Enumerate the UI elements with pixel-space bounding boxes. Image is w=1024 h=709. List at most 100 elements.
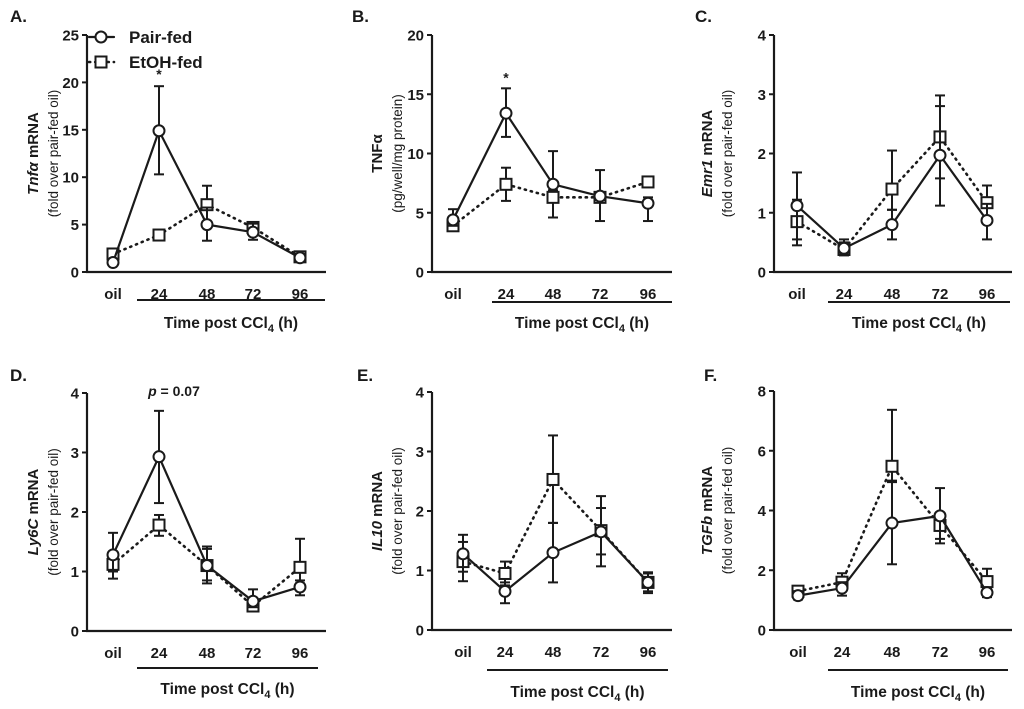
data-point-circle bbox=[152, 450, 166, 464]
panel-letter: E. bbox=[357, 366, 373, 385]
y-tick-label: 4 bbox=[71, 386, 80, 403]
data-point-circle bbox=[835, 581, 849, 595]
data-point-circle bbox=[933, 509, 947, 523]
series-pair-fed bbox=[446, 87, 655, 227]
data-point-square bbox=[885, 459, 899, 473]
legend-entry-pair-fed: Pair-fed bbox=[87, 28, 192, 47]
panel-b: B. 0 5 10 15 20 oil 24 48 72 96 Time post CCl4 (h) T… bbox=[352, 7, 672, 335]
legend-marker-square bbox=[94, 55, 108, 69]
y-tick-label: 0 bbox=[416, 623, 424, 640]
y-axis-label: Ly6C mRNA bbox=[25, 468, 42, 555]
x-tick-label: 96 bbox=[640, 644, 657, 661]
data-point-circle bbox=[499, 106, 513, 120]
data-point-circle bbox=[791, 589, 805, 603]
data-point-circle bbox=[456, 547, 470, 561]
x-tick-label: 72 bbox=[245, 645, 262, 662]
y-tick-label: 5 bbox=[416, 205, 424, 222]
x-tick-label: oil bbox=[788, 286, 806, 303]
panel-a: A. 0 5 10 15 20 25 oil 24 48 72 96 Time post CCl4 (h… bbox=[10, 7, 326, 335]
data-point-circle bbox=[546, 546, 560, 560]
x-tick-label: 72 bbox=[932, 644, 949, 661]
data-point-circle bbox=[885, 218, 899, 232]
data-point-square bbox=[546, 190, 560, 204]
significance-annotation: * bbox=[503, 69, 509, 85]
x-axis-label: Time post CCl4 (h) bbox=[510, 684, 644, 704]
significance-annotation: p = 0.07 bbox=[147, 383, 200, 399]
y-axis-label: TNFα bbox=[369, 134, 386, 173]
y-tick-label: 3 bbox=[416, 444, 424, 461]
y-tick-label: 3 bbox=[758, 87, 766, 104]
y-tick-label: 20 bbox=[407, 28, 424, 45]
y-tick-label: 2 bbox=[71, 505, 79, 522]
data-point-circle bbox=[980, 586, 994, 600]
y-tick-label: 5 bbox=[71, 217, 79, 234]
y-tick-label: 4 bbox=[758, 503, 767, 520]
x-axis-label: Time post CCl4 (h) bbox=[160, 681, 294, 701]
y-tick-label: 3 bbox=[71, 445, 79, 462]
series-pair-fed bbox=[106, 85, 307, 270]
x-tick-label: oil bbox=[104, 645, 122, 662]
data-point-circle bbox=[933, 148, 947, 162]
x-tick-label: 48 bbox=[545, 644, 562, 661]
series-etoh-fed bbox=[456, 434, 655, 595]
x-tick-label: 24 bbox=[151, 286, 168, 303]
x-tick-label: 72 bbox=[245, 286, 262, 303]
data-point-circle bbox=[885, 516, 899, 530]
y-tick-label: 10 bbox=[407, 146, 424, 163]
legend-label: Pair-fed bbox=[129, 28, 192, 47]
data-point-circle bbox=[293, 251, 307, 265]
data-point-circle bbox=[246, 594, 260, 608]
panel-letter: D. bbox=[10, 366, 27, 385]
y-tick-label: 0 bbox=[71, 624, 79, 641]
y-tick-label: 2 bbox=[758, 146, 766, 163]
series-pair-fed bbox=[790, 105, 994, 256]
panel-letter: B. bbox=[352, 7, 369, 26]
x-tick-label: 96 bbox=[292, 645, 309, 662]
y-axis-sublabel: (fold over pair-fed oil) bbox=[390, 447, 405, 575]
x-tick-label: oil bbox=[454, 644, 472, 661]
series-line bbox=[461, 477, 650, 584]
x-tick-label: 96 bbox=[640, 286, 657, 303]
y-tick-label: 8 bbox=[758, 384, 766, 401]
x-tick-label: 48 bbox=[545, 286, 562, 303]
y-tick-label: 20 bbox=[62, 75, 79, 92]
series-line bbox=[796, 463, 989, 593]
data-point-circle bbox=[446, 213, 460, 227]
x-tick-label: oil bbox=[789, 644, 807, 661]
y-tick-label: 10 bbox=[62, 170, 79, 187]
y-axis-sublabel: (fold over pair-fed oil) bbox=[720, 90, 735, 218]
legend: Pair-fed EtOH-fed bbox=[87, 28, 203, 72]
data-point-circle bbox=[980, 213, 994, 227]
series-line bbox=[451, 180, 650, 228]
series-pair-fed bbox=[791, 481, 994, 603]
x-tick-label: 24 bbox=[151, 645, 168, 662]
x-tick-label: 96 bbox=[979, 644, 996, 661]
data-point-circle bbox=[152, 124, 166, 138]
data-point-square bbox=[293, 560, 307, 574]
x-tick-label: 96 bbox=[979, 286, 996, 303]
panel-letter: A. bbox=[10, 7, 27, 26]
x-tick-label: 72 bbox=[593, 644, 610, 661]
x-tick-label: oil bbox=[444, 286, 462, 303]
legend-label: EtOH-fed bbox=[129, 53, 203, 72]
x-tick-label: 48 bbox=[199, 645, 216, 662]
x-axis-label: Time post CCl4 (h) bbox=[852, 315, 986, 335]
y-tick-label: 0 bbox=[416, 265, 424, 282]
panel-d: D. 0 1 2 3 4 oil 24 48 72 96 Time post CCl4 (h) Ly6C… bbox=[10, 366, 326, 701]
y-tick-label: 0 bbox=[758, 623, 766, 640]
data-point-circle bbox=[593, 189, 607, 203]
x-tick-label: 48 bbox=[199, 286, 216, 303]
data-point-circle bbox=[790, 199, 804, 213]
y-tick-label: 4 bbox=[758, 28, 767, 45]
y-axis-sublabel: (fold over pair-fed oil) bbox=[720, 447, 735, 575]
data-point-square bbox=[641, 175, 655, 189]
y-axis-label: Emr1 mRNA bbox=[699, 110, 716, 198]
y-tick-label: 4 bbox=[416, 385, 425, 402]
y-tick-label: 15 bbox=[407, 87, 424, 104]
y-tick-label: 2 bbox=[416, 504, 424, 521]
y-tick-label: 1 bbox=[71, 564, 79, 581]
data-point-square bbox=[152, 518, 166, 532]
data-point-circle bbox=[837, 241, 851, 255]
panel-c: C. 0 1 2 3 4 oil 24 48 72 96 Time post CCl4 (h) Emr1… bbox=[695, 7, 1012, 335]
